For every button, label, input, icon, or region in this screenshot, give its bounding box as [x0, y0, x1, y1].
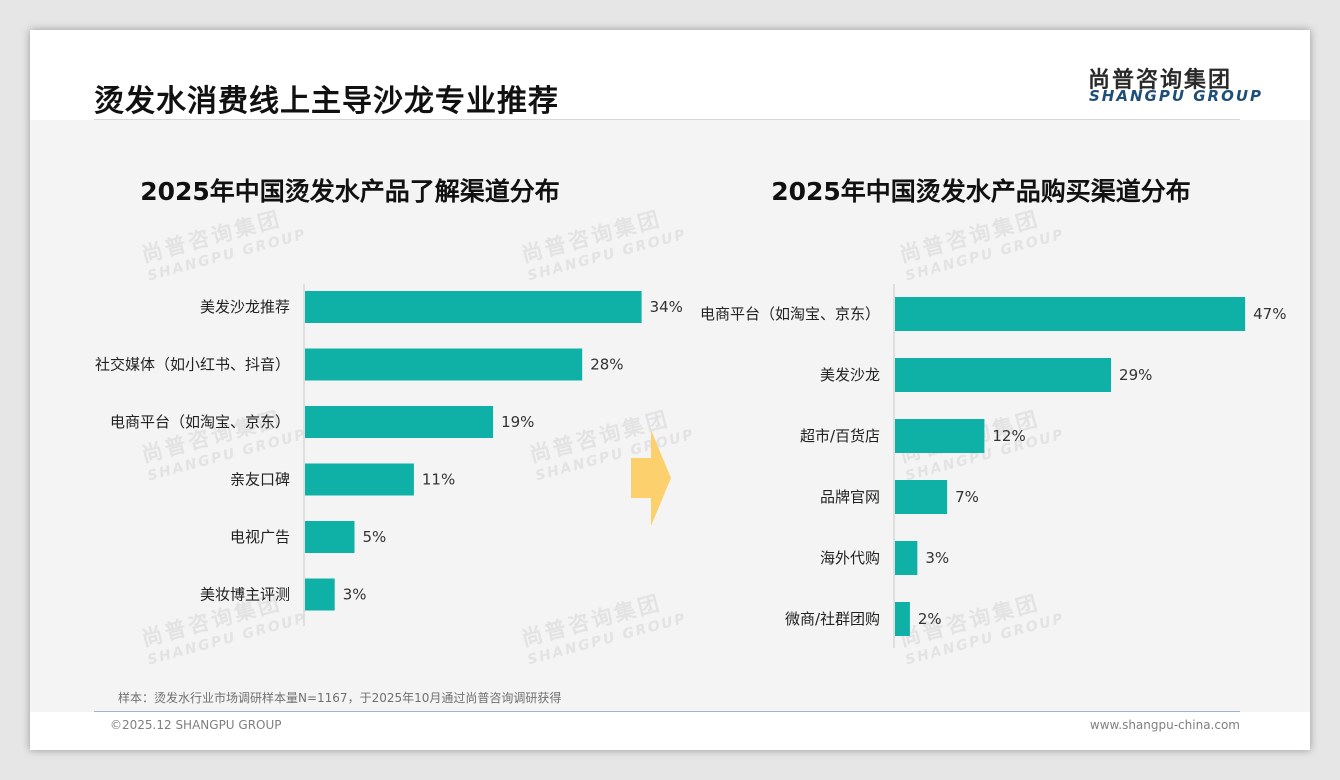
- category-label: 美发沙龙推荐: [200, 298, 290, 316]
- footer-divider: [94, 711, 1240, 712]
- footer-band: [30, 712, 1310, 750]
- category-label: 超市/百货店: [800, 427, 880, 445]
- bar: [895, 358, 1112, 392]
- bar: [895, 602, 910, 636]
- data-label: 2%: [918, 610, 942, 628]
- right-chart-title: 2025年中国烫发水产品购买渠道分布: [771, 177, 1191, 206]
- bar: [305, 578, 335, 611]
- bar: [895, 480, 948, 514]
- category-label: 品牌官网: [820, 488, 880, 506]
- data-label: 28%: [590, 356, 623, 374]
- bar: [305, 348, 583, 381]
- category-label: 微商/社群团购: [785, 610, 880, 628]
- left-chart-title: 2025年中国烫发水产品了解渠道分布: [140, 177, 560, 206]
- website-link[interactable]: www.shangpu-china.com: [1089, 718, 1240, 732]
- category-label: 海外代购: [820, 549, 880, 567]
- copyright: ©2025.12 SHANGPU GROUP: [110, 718, 282, 732]
- category-label: 亲友口碑: [230, 471, 290, 489]
- data-label: 29%: [1119, 366, 1152, 384]
- header-band: [30, 30, 1310, 120]
- page-title: 烫发水消费线上主导沙龙专业推荐: [94, 84, 559, 119]
- bar: [305, 291, 642, 323]
- logo-english: SHANGPU GROUP: [1089, 87, 1264, 105]
- data-label: 5%: [363, 528, 387, 546]
- arrow-right-icon: [631, 430, 671, 526]
- data-label: 11%: [422, 471, 455, 489]
- awareness-channel-chart: 美发沙龙推荐 34% 社交媒体（如小红书、抖音） 28% 电商平台（如淘宝、京东） 19%…: [95, 284, 683, 626]
- data-label: 47%: [1253, 305, 1286, 323]
- category-label: 电视广告: [230, 528, 290, 546]
- bar: [305, 463, 414, 496]
- data-label: 3%: [925, 549, 949, 567]
- data-label: 3%: [343, 586, 367, 604]
- bar: [895, 541, 918, 575]
- data-label: 19%: [501, 413, 534, 431]
- data-label: 34%: [650, 298, 683, 316]
- purchase-channel-chart: 电商平台（如淘宝、京东） 47% 美发沙龙 29% 超市/百货店 12% 品牌官网 7% 海外代…: [700, 284, 1286, 648]
- footnote: 样本：烫发水行业市场调研样本量N=1167，于2025年10月通过尚普咨询调研获…: [118, 691, 562, 705]
- data-label: 7%: [955, 488, 979, 506]
- slide: 尚普咨询集团 SHANGPU GROUP 尚普咨询集团 SHANGPU GROUP …: [30, 30, 1310, 750]
- bar-charts: 美发沙龙推荐 34% 社交媒体（如小红书、抖音） 28% 电商平台（如淘宝、京东） 19%…: [95, 284, 1286, 648]
- bar: [895, 419, 985, 453]
- category-label: 社交媒体（如小红书、抖音）: [95, 356, 290, 374]
- category-label: 美妆博主评测: [200, 586, 290, 604]
- category-label: 美发沙龙: [820, 366, 880, 384]
- category-label: 电商平台（如淘宝、京东）: [110, 413, 290, 431]
- bar: [305, 521, 355, 553]
- logo-chinese: 尚普咨询集团: [1088, 68, 1233, 93]
- data-label: 12%: [992, 427, 1025, 445]
- category-label: 电商平台（如淘宝、京东）: [700, 305, 880, 323]
- title-divider: [94, 119, 1240, 120]
- bar: [305, 406, 494, 438]
- bar: [895, 297, 1246, 331]
